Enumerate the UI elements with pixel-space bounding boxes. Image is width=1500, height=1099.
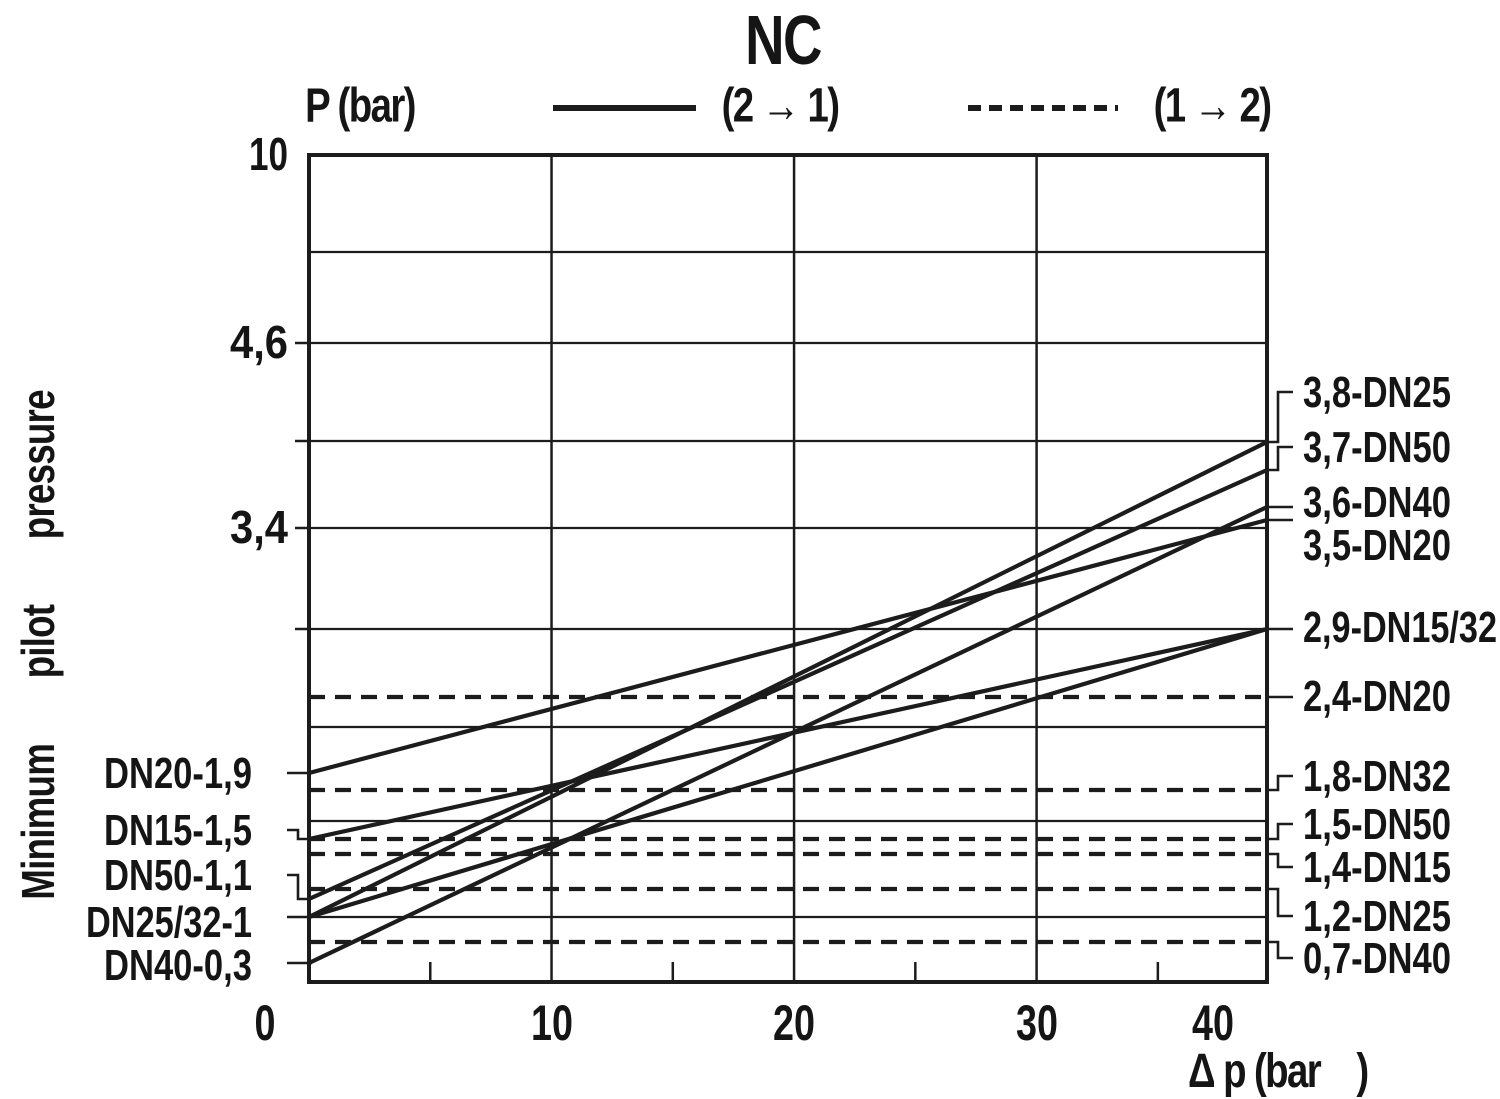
series-line-DN20 bbox=[308, 517, 1268, 776]
x-tick-label: 20 bbox=[773, 995, 815, 1051]
right-label: 1,8-DN32 bbox=[1303, 752, 1451, 801]
right-label: 1,5-DN50 bbox=[1303, 800, 1451, 849]
left-label: DN50-1,1 bbox=[104, 851, 252, 900]
left-label: DN25/32-1 bbox=[86, 898, 252, 947]
right-label: 2,4-DN20 bbox=[1303, 672, 1451, 721]
y-tick-label: 4,6 bbox=[230, 316, 288, 368]
x-tick-label: 40 bbox=[1192, 995, 1234, 1051]
y-tick-label: 3,4 bbox=[230, 501, 288, 553]
series-line-DN50 bbox=[308, 468, 1268, 901]
right-label: 1,4-DN15 bbox=[1303, 843, 1451, 892]
right-label: 3,5-DN20 bbox=[1303, 521, 1451, 570]
right-label: 2,9-DN15/32 bbox=[1303, 603, 1497, 652]
series-line-DN32 bbox=[308, 626, 1268, 920]
x-axis-title: Δ p (bar ) bbox=[1188, 1045, 1369, 1098]
leader-line-right bbox=[1267, 774, 1293, 792]
right-label: 0,7-DN40 bbox=[1303, 934, 1451, 983]
y-axis-title: P (bar) bbox=[305, 79, 416, 133]
left-label: DN40-0,3 bbox=[104, 941, 252, 990]
left-label: DN15-1,5 bbox=[104, 806, 252, 855]
leader-line-right bbox=[1267, 445, 1293, 472]
x-tick-label: 0 bbox=[255, 995, 276, 1051]
legend-dashed-label: (1 → 2) bbox=[1153, 79, 1272, 133]
leader-line-right bbox=[1267, 822, 1293, 841]
x-tick-label: 30 bbox=[1016, 995, 1058, 1051]
right-label: 1,2-DN25 bbox=[1303, 892, 1451, 941]
right-label: 3,8-DN25 bbox=[1303, 368, 1451, 417]
leader-line-left bbox=[287, 828, 309, 841]
legend-solid-line-swatch bbox=[553, 105, 696, 111]
leader-line-left bbox=[287, 873, 309, 901]
leader-line-right bbox=[1267, 852, 1293, 869]
chart-title: NC bbox=[745, 1, 822, 79]
left-label: DN20-1,9 bbox=[104, 749, 252, 798]
right-label: 3,7-DN50 bbox=[1303, 423, 1451, 472]
y-tick-label: 10 bbox=[249, 128, 288, 180]
leader-line-right bbox=[1267, 887, 1293, 918]
legend-solid-label: (2 → 1) bbox=[721, 79, 840, 133]
series-line-DN25 bbox=[308, 440, 1268, 919]
right-label: 3,6-DN40 bbox=[1303, 478, 1451, 527]
series-line-DN40 bbox=[308, 505, 1268, 965]
leader-line-right bbox=[1267, 390, 1293, 444]
legend-dashed-line-swatch bbox=[968, 105, 1118, 111]
plot-border bbox=[307, 153, 1269, 984]
leader-line-right bbox=[1267, 940, 1293, 960]
x-tick-label: 10 bbox=[531, 995, 573, 1051]
